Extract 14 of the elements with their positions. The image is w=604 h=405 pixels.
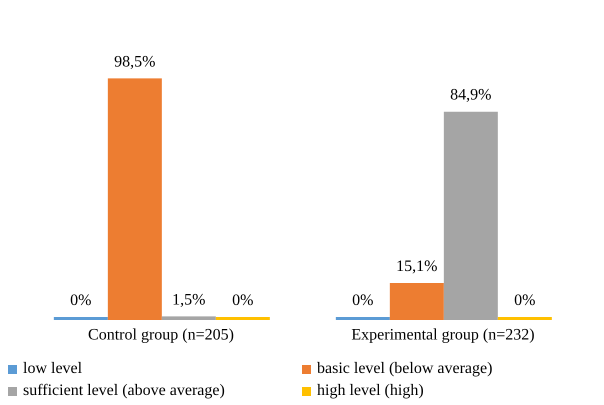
data-label: 15,1% bbox=[396, 258, 438, 275]
data-label: 1,5% bbox=[172, 291, 206, 308]
legend-label: high level (high) bbox=[317, 382, 424, 400]
data-label: 0% bbox=[232, 292, 254, 309]
x-tick-label: Control group (n=205) bbox=[88, 326, 234, 344]
legend-label: basic level (below average) bbox=[317, 360, 492, 378]
data-label: 98,5% bbox=[114, 53, 156, 70]
data-label: 0% bbox=[70, 292, 92, 309]
data-label: 0% bbox=[352, 292, 374, 309]
data-label: 84,9% bbox=[450, 86, 492, 104]
data-label: 0% bbox=[514, 292, 536, 309]
legend-label: sufficient level (above average) bbox=[23, 382, 225, 400]
legend-label: low level bbox=[23, 360, 82, 378]
x-tick-label: Experimental group (n=232) bbox=[351, 326, 535, 344]
